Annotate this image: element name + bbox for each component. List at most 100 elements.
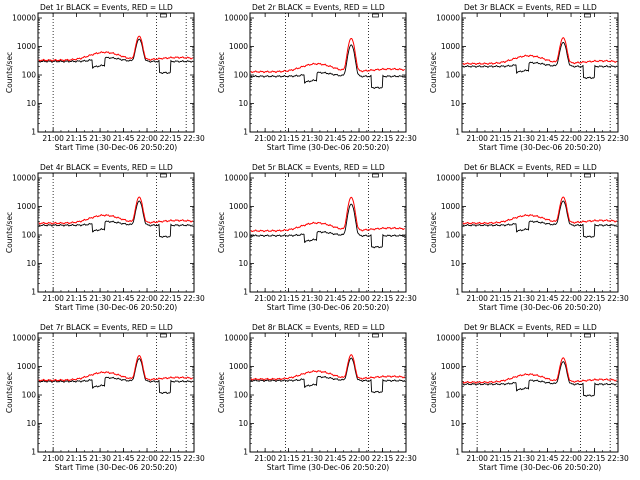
panel-title: Det 6r BLACK = Events, RED = LLD: [464, 163, 597, 172]
y-tick-label: 10000: [436, 334, 460, 343]
x-tick-label: 22:15: [584, 454, 606, 463]
x-tick-label: 21:15: [66, 454, 88, 463]
flag-marker: [584, 173, 591, 178]
panel-det-2: Det 2r BLACK = Events, RED = LLD 1 10 100 10…: [217, 3, 417, 152]
y-tick-label: 1000: [17, 362, 36, 371]
flag-marker: [584, 333, 591, 338]
x-tick-label: 21:00: [254, 454, 276, 463]
y-tick-label: 10: [238, 259, 248, 268]
x-axis-label: Start Time (30-Dec-06 20:50:20): [267, 463, 389, 472]
x-tick-label: 22:15: [160, 294, 182, 303]
panel-title: Det 7r BLACK = Events, RED = LLD: [40, 323, 173, 332]
flag-marker: [372, 173, 379, 178]
y-tick-label: 1: [455, 128, 460, 137]
y-tick-label: 1000: [441, 202, 460, 211]
y-tick-label: 1000: [229, 202, 248, 211]
y-tick-label: 100: [446, 231, 461, 240]
series-events-line: [38, 358, 193, 395]
y-tick-label: 10000: [12, 334, 36, 343]
y-tick-label: 1000: [229, 42, 248, 51]
y-tick-label: 10: [450, 419, 460, 428]
y-axis-label: Counts/sec: [217, 212, 226, 253]
panel-det-9: Det 9r BLACK = Events, RED = LLD 1 10 100 10…: [429, 323, 629, 472]
x-tick-label: 22:30: [395, 294, 417, 303]
x-tick-label: 21:00: [466, 454, 488, 463]
x-tick-label: 22:00: [560, 294, 582, 303]
x-tick-label: 22:00: [560, 454, 582, 463]
y-tick-label: 1: [31, 128, 36, 137]
x-tick-label: 21:45: [113, 294, 135, 303]
x-tick-label: 22:15: [160, 454, 182, 463]
y-tick-label: 100: [22, 391, 37, 400]
x-tick-label: 22:00: [348, 134, 370, 143]
panel-title: Det 4r BLACK = Events, RED = LLD: [40, 163, 173, 172]
y-tick-label: 1000: [17, 202, 36, 211]
x-tick-label: 21:45: [325, 454, 347, 463]
x-tick-label: 21:15: [490, 294, 512, 303]
y-tick-label: 1000: [441, 362, 460, 371]
series-lld-line: [462, 357, 617, 384]
series-lld-line: [462, 196, 617, 225]
series-lld-line: [250, 38, 405, 74]
y-tick-label: 1: [243, 128, 248, 137]
series-events-line: [250, 203, 405, 249]
panel-title: Det 1r BLACK = Events, RED = LLD: [40, 3, 173, 12]
x-tick-label: 21:45: [537, 134, 559, 143]
x-axis-label: Start Time (30-Dec-06 20:50:20): [479, 463, 601, 472]
panel-det-3: Det 3r BLACK = Events, RED = LLD 1 10 100 10…: [429, 3, 629, 152]
y-tick-label: 10: [26, 99, 36, 108]
x-axis-label: Start Time (30-Dec-06 20:50:20): [55, 463, 177, 472]
series-lld-line: [38, 35, 193, 62]
series-events-line: [462, 42, 617, 80]
x-axis-label: Start Time (30-Dec-06 20:50:20): [479, 143, 601, 152]
series-events-line: [250, 44, 405, 89]
x-tick-label: 22:15: [584, 134, 606, 143]
y-tick-label: 10000: [436, 14, 460, 23]
y-axis-label: Counts/sec: [217, 372, 226, 413]
series-lld-line: [250, 354, 405, 381]
x-tick-label: 21:00: [254, 294, 276, 303]
panel-title: Det 9r BLACK = Events, RED = LLD: [464, 323, 597, 332]
x-tick-label: 22:00: [560, 134, 582, 143]
x-tick-label: 22:30: [607, 134, 629, 143]
y-axis-label: Counts/sec: [5, 52, 14, 93]
y-tick-label: 100: [22, 71, 37, 80]
x-tick-label: 21:15: [278, 134, 300, 143]
x-tick-label: 21:15: [490, 134, 512, 143]
panel-det-4: Det 4r BLACK = Events, RED = LLD 1 10 100 10…: [5, 163, 205, 312]
y-tick-label: 100: [234, 391, 249, 400]
y-tick-label: 100: [446, 391, 461, 400]
x-tick-label: 22:30: [607, 294, 629, 303]
x-tick-label: 21:00: [42, 454, 64, 463]
x-tick-label: 21:30: [89, 294, 111, 303]
x-tick-label: 22:30: [395, 454, 417, 463]
panel-title: Det 3r BLACK = Events, RED = LLD: [464, 3, 597, 12]
x-tick-label: 21:30: [513, 294, 535, 303]
x-axis-label: Start Time (30-Dec-06 20:50:20): [55, 303, 177, 312]
y-tick-label: 10: [450, 259, 460, 268]
x-tick-label: 21:45: [537, 454, 559, 463]
y-axis-label: Counts/sec: [5, 212, 14, 253]
x-tick-label: 21:00: [42, 294, 64, 303]
x-tick-label: 21:30: [301, 294, 323, 303]
x-tick-label: 21:00: [254, 134, 276, 143]
flag-marker: [372, 333, 379, 338]
y-tick-label: 10: [450, 99, 460, 108]
y-axis-label: Counts/sec: [429, 212, 438, 253]
x-tick-label: 22:15: [372, 454, 394, 463]
flag-marker: [160, 13, 167, 18]
x-tick-label: 22:15: [160, 134, 182, 143]
flag-marker: [160, 173, 167, 178]
x-tick-label: 21:15: [66, 294, 88, 303]
series-events-line: [38, 200, 193, 238]
y-tick-label: 10000: [224, 174, 248, 183]
y-tick-label: 1: [243, 448, 248, 457]
x-tick-label: 21:30: [301, 454, 323, 463]
series-lld-line: [250, 196, 405, 233]
x-tick-label: 22:00: [136, 134, 158, 143]
x-tick-label: 21:45: [325, 134, 347, 143]
x-tick-label: 21:00: [466, 134, 488, 143]
x-tick-label: 21:45: [113, 134, 135, 143]
x-axis-label: Start Time (30-Dec-06 20:50:20): [267, 143, 389, 152]
